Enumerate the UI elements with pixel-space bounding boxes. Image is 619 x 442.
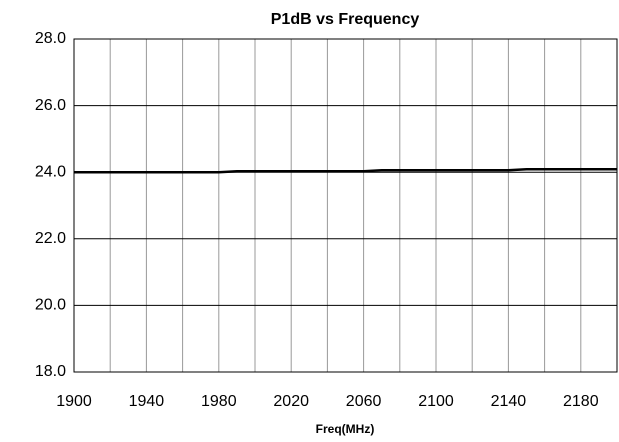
y-tick-label: 24.0 xyxy=(35,163,66,180)
x-tick-label: 1980 xyxy=(201,393,237,410)
y-tick-label: 26.0 xyxy=(35,97,66,114)
x-axis-label: Freq(MHz) xyxy=(316,422,375,436)
x-tick-label: 2060 xyxy=(346,393,382,410)
x-tick-label: 2180 xyxy=(563,393,599,410)
x-tick-label: 2140 xyxy=(491,393,527,410)
x-tick-label: 2100 xyxy=(418,393,454,410)
x-tick-label: 2020 xyxy=(273,393,309,410)
data-line xyxy=(74,167,617,174)
x-tick-label: 1940 xyxy=(129,393,165,410)
chart-title: P1dB vs Frequency xyxy=(271,11,420,28)
plot-border xyxy=(73,38,618,373)
y-tick-label: 20.0 xyxy=(35,297,66,314)
y-tick-label: 28.0 xyxy=(35,30,66,47)
y-tick-label: 18.0 xyxy=(35,363,66,380)
y-tick-label: 22.0 xyxy=(35,230,66,247)
x-tick-label: 1900 xyxy=(56,393,92,410)
